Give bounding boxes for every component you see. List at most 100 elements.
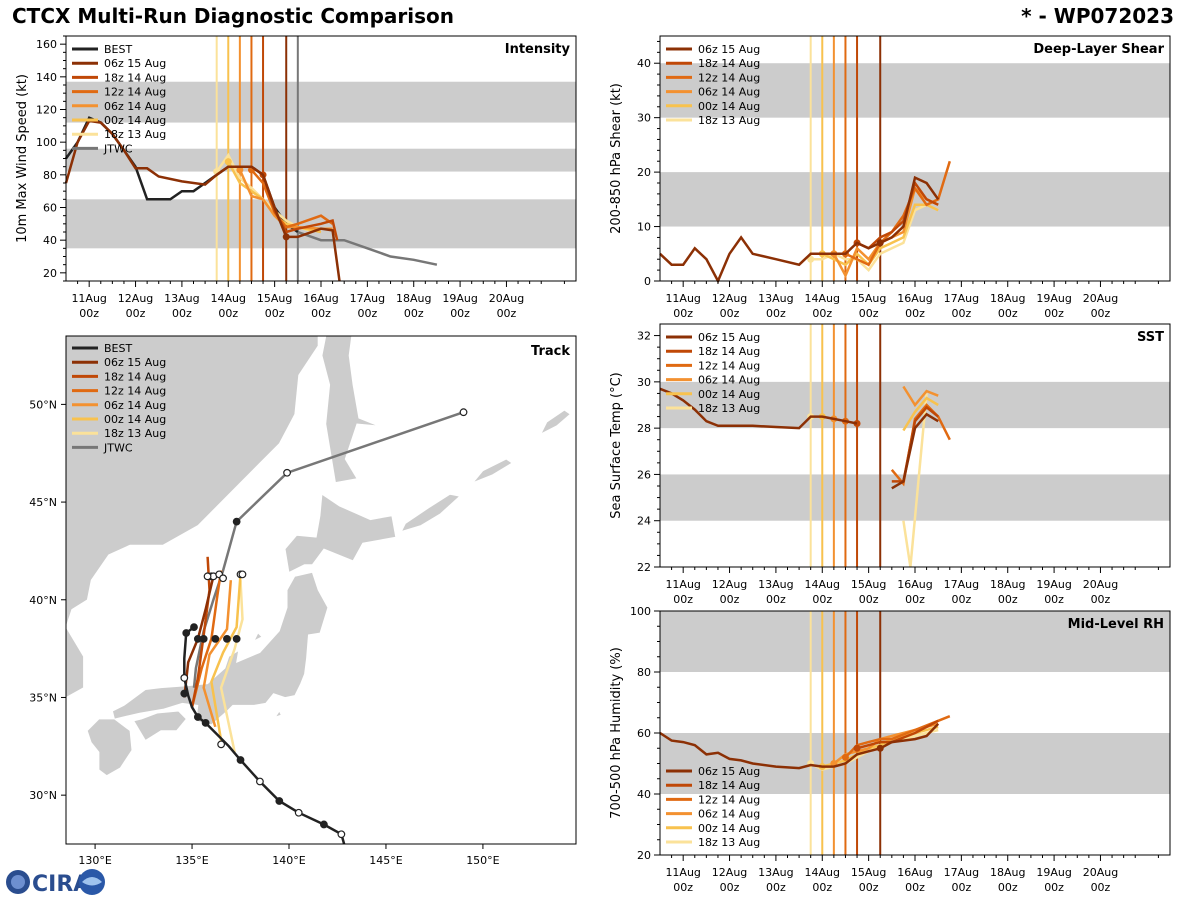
init-marker-18z-14-aug (853, 744, 861, 752)
lat-tick-label: 30°N (29, 789, 57, 802)
best-marker-open (217, 740, 226, 749)
ytick-label: 10 (637, 221, 651, 234)
ytick-label: 60 (43, 202, 57, 215)
xtick-label-time: 00z (766, 881, 786, 894)
run-marker-00z-14-aug (232, 634, 241, 643)
panel-title: SST (1137, 330, 1164, 345)
xtick-label-time: 00z (357, 307, 377, 320)
xtick-label-time: 00z (720, 593, 740, 606)
best-marker-open (337, 830, 346, 839)
init-marker-06z-15-aug (876, 239, 884, 247)
ytick-label: 30 (637, 112, 651, 125)
series-line-06z-15-aug (659, 387, 858, 430)
lon-tick-label: 145°E (369, 854, 402, 867)
legend-label-18z-14-aug: 18z 14 Aug (104, 370, 166, 383)
xtick-label: 17Aug (350, 292, 385, 305)
band (66, 81, 576, 123)
ytick-label: 26 (637, 468, 651, 481)
cira-logo: CIRA (4, 867, 108, 897)
land-hokkaido (284, 493, 397, 574)
init-marker-12z-14-aug (841, 753, 849, 761)
xtick-label-time: 00z (720, 881, 740, 894)
xtick-label: 15Aug (851, 292, 886, 305)
xtick-label: 11Aug (665, 578, 700, 591)
xtick-label: 15Aug (851, 578, 886, 591)
ytick-label: 140 (36, 71, 57, 84)
ytick-label: 120 (36, 104, 57, 117)
legend-label-12z-14-aug: 12z 14 Aug (104, 385, 166, 398)
jtwc-marker-open (283, 468, 291, 477)
legend-label-06z-15-aug: 06z 15 Aug (698, 43, 760, 56)
legend-label-00z-14-aug: 00z 14 Aug (698, 822, 760, 835)
legend-label-06z-14-aug: 06z 14 Aug (104, 399, 166, 412)
xtick-label-time: 00z (1044, 593, 1064, 606)
xtick-label: 14Aug (805, 578, 840, 591)
land-sakhalin (321, 336, 379, 483)
xtick-label-time: 00z (497, 307, 517, 320)
xtick-label: 11Aug (665, 866, 700, 879)
series-line-00z-14-aug (821, 203, 939, 267)
legend-label-18z-14-aug: 18z 14 Aug (698, 345, 760, 358)
legend-label-12z-14-aug: 12z 14 Aug (698, 793, 760, 806)
xtick-label: 12Aug (712, 292, 747, 305)
land-honshu (112, 571, 329, 726)
init-marker-06z-15-aug (282, 233, 290, 241)
legend-label-best: BEST (104, 342, 132, 355)
ytick-label: 100 (36, 136, 57, 149)
xtick-label: 11Aug (665, 292, 700, 305)
legend-label-18z-14-aug: 18z 14 Aug (698, 779, 760, 792)
sst-panel: 22 24 26 28 30 32 11Aug 00z 12Aug 00z 13Aug 00z 14Au… (609, 323, 1171, 606)
series-line-18z-13-aug (810, 728, 939, 771)
xtick-label-time: 00z (812, 881, 832, 894)
xtick-label: 12Aug (712, 578, 747, 591)
xtick-label-time: 00z (812, 593, 832, 606)
xtick-label: 19Aug (1036, 578, 1071, 591)
track-best (183, 626, 346, 844)
xtick-label-time: 00z (1091, 593, 1111, 606)
best-marker (193, 713, 202, 721)
legend-label-00z-14-aug: 00z 14 Aug (698, 388, 760, 401)
band (660, 733, 1170, 794)
legend-label-18z-14-aug: 18z 14 Aug (698, 57, 760, 70)
legend-label-00z-14-aug: 00z 14 Aug (104, 114, 166, 127)
land-kurils (400, 493, 461, 533)
xtick-label: 16Aug (897, 578, 932, 591)
xtick-label: 18Aug (990, 292, 1025, 305)
xtick-label: 12Aug (712, 866, 747, 879)
xtick-label: 16Aug (897, 866, 932, 879)
xtick-label: 13Aug (164, 292, 199, 305)
ytick-label: 20 (43, 267, 57, 280)
xtick-label: 15Aug (851, 866, 886, 879)
xtick-label-time: 00z (766, 307, 786, 320)
lon-tick-label: 150°E (466, 854, 499, 867)
legend-label-18z-13-aug: 18z 13 Aug (104, 128, 166, 141)
plot-frame (65, 335, 577, 845)
init-marker-06z-15-aug (876, 744, 884, 752)
ytick-label: 60 (637, 727, 651, 740)
xtick-label: 14Aug (805, 866, 840, 879)
shear-panel: 0 10 20 30 40 11Aug 00z 12Aug 00z 13Aug 00z 14Aug 00… (609, 35, 1171, 320)
best-marker (236, 756, 245, 764)
land-kurils-3 (540, 409, 571, 435)
init-marker-00z-14-aug (224, 158, 232, 166)
xtick-label-time: 00z (998, 593, 1018, 606)
series-segment-06z-15-aug (891, 412, 939, 490)
land-mainland (66, 336, 319, 698)
run-marker-open-06z-14-aug (219, 574, 227, 583)
track-panel: 130°E 135°E 140°E 145°E 150°E 30°N 35°N 40°N 45°… (29, 335, 577, 867)
xtick-label-time: 00z (404, 307, 424, 320)
xtick-label: 14Aug (211, 292, 246, 305)
init-marker-18z-14-aug (853, 420, 861, 428)
best-marker (190, 623, 198, 632)
ytick-label: 160 (36, 38, 57, 51)
ytick-label: 24 (637, 515, 651, 528)
xtick-label: 17Aug (944, 866, 979, 879)
xtick-label-time: 00z (311, 307, 331, 320)
band (66, 148, 576, 172)
legend-label-18z-13-aug: 18z 13 Aug (698, 114, 760, 127)
legend-label-18z-14-aug: 18z 14 Aug (104, 71, 166, 84)
xtick-label: 20Aug (1083, 292, 1118, 305)
rh-panel: 20 40 60 80 100 11Aug 00z 12Aug 00z 13Aug 00z 14Aug… (609, 605, 1171, 894)
xtick-label: 11Aug (71, 292, 106, 305)
init-marker-18z-13-aug (807, 255, 815, 263)
